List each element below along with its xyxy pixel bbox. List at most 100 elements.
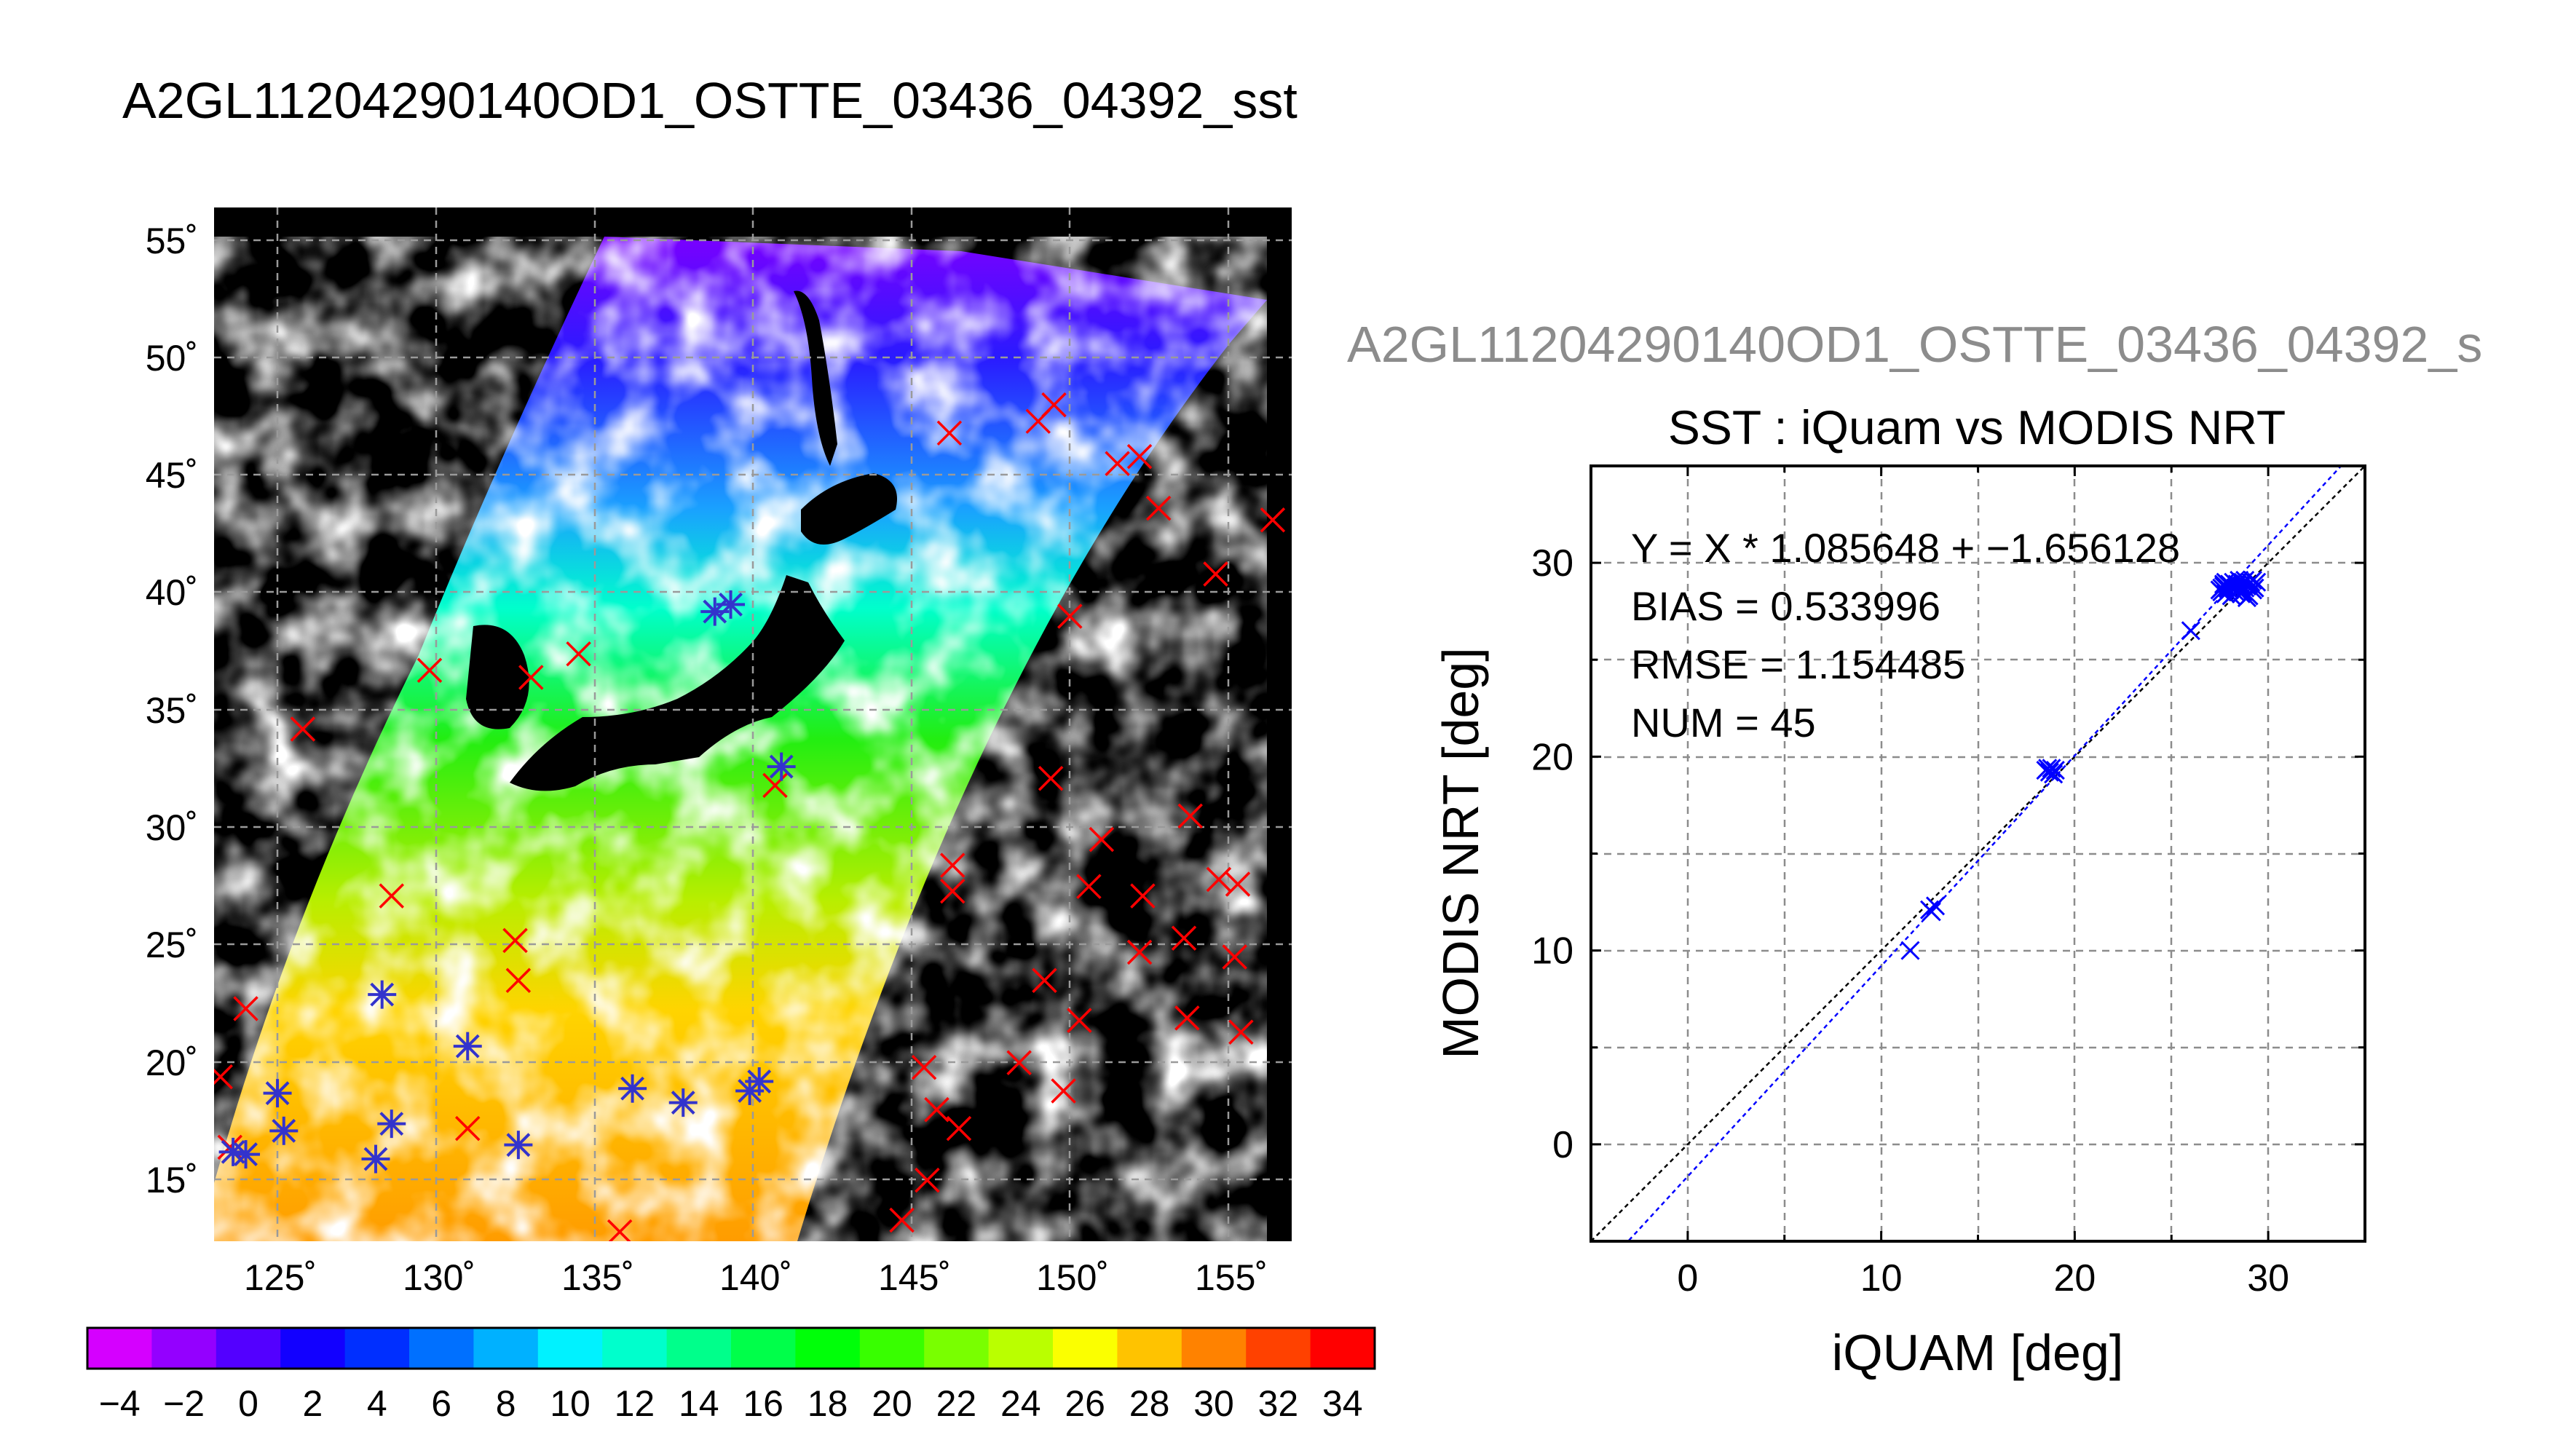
scatter-points — [1900, 571, 2267, 960]
matchup-marker-13 — [767, 752, 796, 781]
x-tick-label-20: 20 — [2053, 1257, 2096, 1299]
insitu-marker-31 — [1177, 803, 1203, 829]
colorbar-cell-8 — [602, 1328, 668, 1369]
insitu-marker-6 — [502, 927, 528, 954]
matchup-marker-5 — [377, 1109, 406, 1139]
matchup-marker-6 — [368, 980, 397, 1009]
insitu-marker-34 — [1222, 944, 1247, 970]
main-title: A2GL11204290140OD1_OSTTE_03436_04392_sst — [122, 72, 1298, 129]
matchup-marker-12 — [745, 1067, 774, 1096]
insitu-marker-27 — [1130, 883, 1156, 909]
insitu-marker-4 — [416, 657, 443, 684]
colorbar-cell-15 — [1053, 1328, 1118, 1369]
cbar-tick-30: 30 — [1193, 1383, 1234, 1424]
korea-land — [466, 625, 529, 729]
cbar-tick-32: 32 — [1258, 1383, 1299, 1424]
cbar-tick-34: 34 — [1322, 1383, 1363, 1424]
insitu-marker-1 — [233, 996, 258, 1021]
y-tick-label-30: 30 — [1531, 542, 1573, 585]
cbar-tick-2: 2 — [302, 1383, 323, 1424]
lon-tick-130: 130˚ — [403, 1257, 475, 1298]
scatter-stats: Y = X * 1.085648 + −1.656128 BIAS = 0.53… — [1631, 525, 2180, 745]
colorbar-cell-9 — [666, 1328, 732, 1369]
y-axis-label: MODIS NRT [deg] — [1432, 647, 1489, 1059]
insitu-marker-42 — [1041, 392, 1067, 418]
colorbar-cell-13 — [924, 1328, 990, 1369]
lat-tick-45: 45˚ — [146, 455, 198, 496]
fit-equation: Y = X * 1.085648 + −1.656128 — [1631, 525, 2180, 571]
x-tick-label-10: 10 — [1860, 1257, 1903, 1299]
insitu-marker-23 — [1067, 1008, 1092, 1033]
insitu-marker-38 — [1260, 507, 1286, 533]
bias-stat: BIAS = 0.533996 — [1631, 583, 1940, 629]
cbar-tick-16: 16 — [743, 1383, 783, 1424]
lat-tick-55: 55˚ — [146, 221, 198, 261]
lon-tick-145: 145˚ — [878, 1257, 951, 1298]
matchup-marker-10 — [668, 1088, 698, 1117]
insitu-marker-39 — [1105, 451, 1130, 477]
cbar-tick-28: 28 — [1129, 1383, 1170, 1424]
cbar-tick-0: 0 — [238, 1383, 258, 1424]
rmse-stat: RMSE = 1.154485 — [1631, 641, 1965, 687]
insitu-marker-37 — [1145, 495, 1172, 521]
cbar-tick-26: 26 — [1065, 1383, 1105, 1424]
hokkaido-land — [801, 473, 897, 545]
sst-map: 15˚ 20˚ 25˚ 30˚ 35˚ 40˚ 45˚ 50˚ 55˚ 125˚… — [146, 207, 1292, 1298]
colorbar-cell-11 — [795, 1328, 861, 1369]
insitu-marker-43 — [1057, 604, 1083, 629]
cbar-tick-22: 22 — [936, 1383, 977, 1424]
scatter-point-9 — [2038, 759, 2058, 778]
cbar-tick-10: 10 — [550, 1383, 591, 1424]
x-tick-label-30: 30 — [2247, 1257, 2289, 1299]
insitu-marker-26 — [1089, 826, 1115, 852]
insitu-marker-21 — [1032, 968, 1057, 994]
sst-colorbar: −4 −2 0 2 4 6 8 10 12 14 16 18 20 22 24 … — [86, 1326, 1376, 1424]
insitu-marker-20 — [1006, 1050, 1032, 1075]
matchup-marker-15 — [716, 590, 746, 619]
x-axis-label: iQUAM [deg] — [1832, 1324, 2124, 1381]
colorbar-cell-18 — [1246, 1328, 1311, 1369]
scatter-point-8 — [2045, 760, 2065, 780]
scatter-point-2 — [1925, 896, 1946, 916]
colorbar-cell-3 — [280, 1328, 346, 1369]
cbar-tick-m2: −2 — [163, 1383, 205, 1424]
colorbar-tick-labels: −4 −2 0 2 4 6 8 10 12 14 16 18 20 22 24 … — [99, 1383, 1363, 1424]
scatter-point-37 — [2245, 578, 2264, 598]
insitu-marker-11 — [607, 1219, 633, 1241]
matchup-marker-9 — [618, 1074, 647, 1103]
cbar-tick-12: 12 — [615, 1383, 655, 1424]
colorbar-cell-17 — [1181, 1328, 1247, 1369]
insitu-marker-13 — [911, 1054, 937, 1080]
insitu-marker-15 — [946, 1115, 972, 1142]
colorbar-cell-10 — [731, 1328, 796, 1369]
map-lat-tick-labels: 15˚ 20˚ 25˚ 30˚ 35˚ 40˚ 45˚ 50˚ 55˚ — [146, 221, 198, 1200]
scatter-title: SST : iQuam vs MODIS NRT — [1668, 400, 2286, 454]
map-markers — [214, 392, 1286, 1241]
scatter-point-38 — [2247, 572, 2267, 592]
scatter-tick-labels: 0 10 20 30 0 10 20 30 — [1531, 542, 2289, 1299]
matchup-marker-1 — [232, 1140, 261, 1169]
scatter-frame — [1590, 464, 2366, 1243]
insitu-marker-28 — [1126, 939, 1153, 965]
matchup-marker-4 — [361, 1144, 390, 1174]
lon-tick-135: 135˚ — [561, 1257, 634, 1298]
swath-cloud-cover — [214, 237, 1267, 1241]
insitu-marker-19 — [939, 878, 965, 904]
insitu-marker-30 — [1174, 1005, 1200, 1031]
colorbar-cell-6 — [473, 1328, 539, 1369]
lat-tick-20: 20˚ — [146, 1042, 198, 1083]
lat-tick-15: 15˚ — [146, 1160, 198, 1200]
insitu-marker-16 — [915, 1167, 940, 1193]
colorbar-cell-0 — [87, 1328, 152, 1369]
scatter-point-42 — [2235, 571, 2255, 590]
colorbar-cell-1 — [151, 1328, 217, 1369]
regression-line — [1627, 466, 2342, 1241]
cbar-tick-m4: −4 — [99, 1383, 141, 1424]
matchup-marker-3 — [269, 1116, 299, 1145]
sakhalin-land — [794, 290, 837, 466]
lat-tick-35: 35˚ — [146, 690, 198, 731]
identity-line — [1591, 466, 2365, 1241]
colorbar-cell-7 — [537, 1328, 603, 1369]
scatter-point-44 — [2243, 571, 2262, 590]
